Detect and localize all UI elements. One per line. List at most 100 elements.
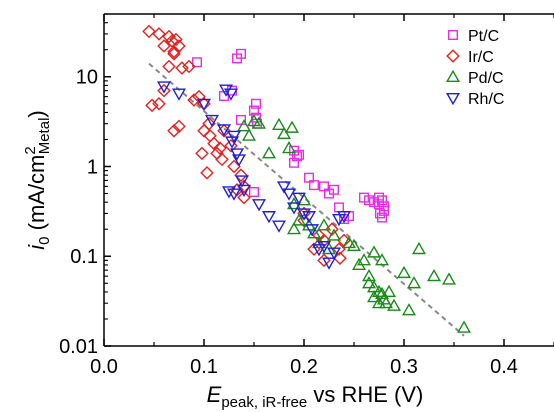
data-point <box>316 218 332 231</box>
data-point <box>200 166 214 180</box>
data-point <box>296 208 312 221</box>
legend-label: Pt/C <box>468 28 499 45</box>
data-point <box>456 320 472 333</box>
legend-marker <box>445 92 461 106</box>
data-point <box>321 257 337 270</box>
data-point <box>195 146 209 161</box>
data-point <box>286 202 302 215</box>
data-point <box>236 119 252 132</box>
data-point <box>366 245 382 258</box>
data-point <box>401 303 417 316</box>
x-axis-title-sub: peak, iR-free <box>221 394 307 411</box>
data-point <box>167 123 181 138</box>
data-point <box>223 88 239 101</box>
x-axis-title: Epeak, iR-free vs RHE (V) <box>207 382 424 411</box>
data-point <box>234 175 250 188</box>
data-point <box>171 88 187 101</box>
legend-marker <box>445 69 461 83</box>
data-point <box>162 29 176 44</box>
y-tick-label: 0.1 <box>70 246 98 268</box>
data-point <box>341 235 357 249</box>
data-point <box>291 192 307 205</box>
data-point <box>157 83 171 98</box>
data-point <box>261 146 277 159</box>
data-point <box>234 168 248 182</box>
data-points-layer <box>142 24 472 333</box>
data-point <box>202 116 216 131</box>
data-point <box>411 241 427 255</box>
data-point <box>334 202 345 213</box>
data-point <box>175 61 189 75</box>
data-point <box>142 24 156 39</box>
data-point <box>165 34 179 48</box>
legend-label: Ir/C <box>468 49 494 66</box>
data-point <box>292 151 303 162</box>
tick-labels-layer: 0.0 0.1 0.2 0.3 0.4 0.01 0.1 1 10 <box>59 67 518 378</box>
data-point <box>226 188 242 201</box>
data-point <box>406 276 422 289</box>
data-point <box>356 253 372 266</box>
data-point <box>229 148 245 161</box>
y-axis-title: i0 (mA/cm2Metal) <box>22 110 53 249</box>
data-point <box>182 59 196 74</box>
legend-label: Rh/C <box>468 91 504 108</box>
data-point <box>316 240 332 254</box>
y-axis-title-close: ) <box>24 110 49 117</box>
data-point <box>235 48 246 59</box>
data-point <box>333 251 347 266</box>
data-point <box>381 284 397 298</box>
data-point <box>377 212 388 223</box>
data-point <box>187 93 201 107</box>
y-axis-title-main: i <box>24 244 49 250</box>
data-point <box>276 126 292 140</box>
legend-entry: Pt/C <box>448 28 499 45</box>
data-point <box>271 220 287 233</box>
data-point <box>304 224 320 237</box>
data-point <box>145 98 159 113</box>
data-point <box>204 114 220 128</box>
data-point <box>230 183 244 197</box>
data-point <box>361 276 377 289</box>
data-point <box>326 228 342 241</box>
x-tick-label: 0.4 <box>490 356 518 378</box>
data-point <box>203 128 217 143</box>
data-point <box>237 190 251 205</box>
data-point <box>221 186 237 199</box>
axis-titles: Epeak, iR-free vs RHE (V) i0 (mA/cm2Meta… <box>22 110 423 411</box>
data-point <box>311 235 327 249</box>
data-point <box>156 81 172 94</box>
data-point <box>236 184 252 198</box>
x-tick-label: 0.1 <box>190 356 218 378</box>
data-point <box>326 247 342 260</box>
data-point <box>251 199 267 212</box>
legend-entry: Pd/C <box>445 69 504 87</box>
series-rh-c <box>156 81 352 270</box>
data-point <box>224 139 238 153</box>
x-tick-label: 0.0 <box>90 356 118 378</box>
data-point <box>191 57 202 68</box>
data-point <box>378 295 394 309</box>
legend-marker <box>446 49 460 63</box>
series-pd-c <box>236 113 472 333</box>
legend-entry: Rh/C <box>445 91 504 108</box>
data-point <box>291 213 307 226</box>
y-tick-label: 1 <box>87 156 98 178</box>
x-axis-title-main: E <box>207 382 222 407</box>
legend-label: Pd/C <box>468 70 504 87</box>
x-tick-label: 0.3 <box>390 356 418 378</box>
data-point <box>377 195 388 206</box>
x-axis-title-rest: vs RHE (V) <box>307 382 423 407</box>
data-point <box>196 98 212 111</box>
data-point <box>169 32 183 47</box>
data-point <box>152 96 166 111</box>
data-point <box>248 186 259 197</box>
data-point <box>241 128 257 141</box>
data-point <box>396 265 412 279</box>
data-point <box>261 211 277 224</box>
data-point <box>309 180 320 191</box>
data-point <box>172 39 186 53</box>
data-point <box>329 184 340 195</box>
data-point <box>284 120 300 133</box>
y-axis-title-sup: 2 <box>22 146 39 154</box>
